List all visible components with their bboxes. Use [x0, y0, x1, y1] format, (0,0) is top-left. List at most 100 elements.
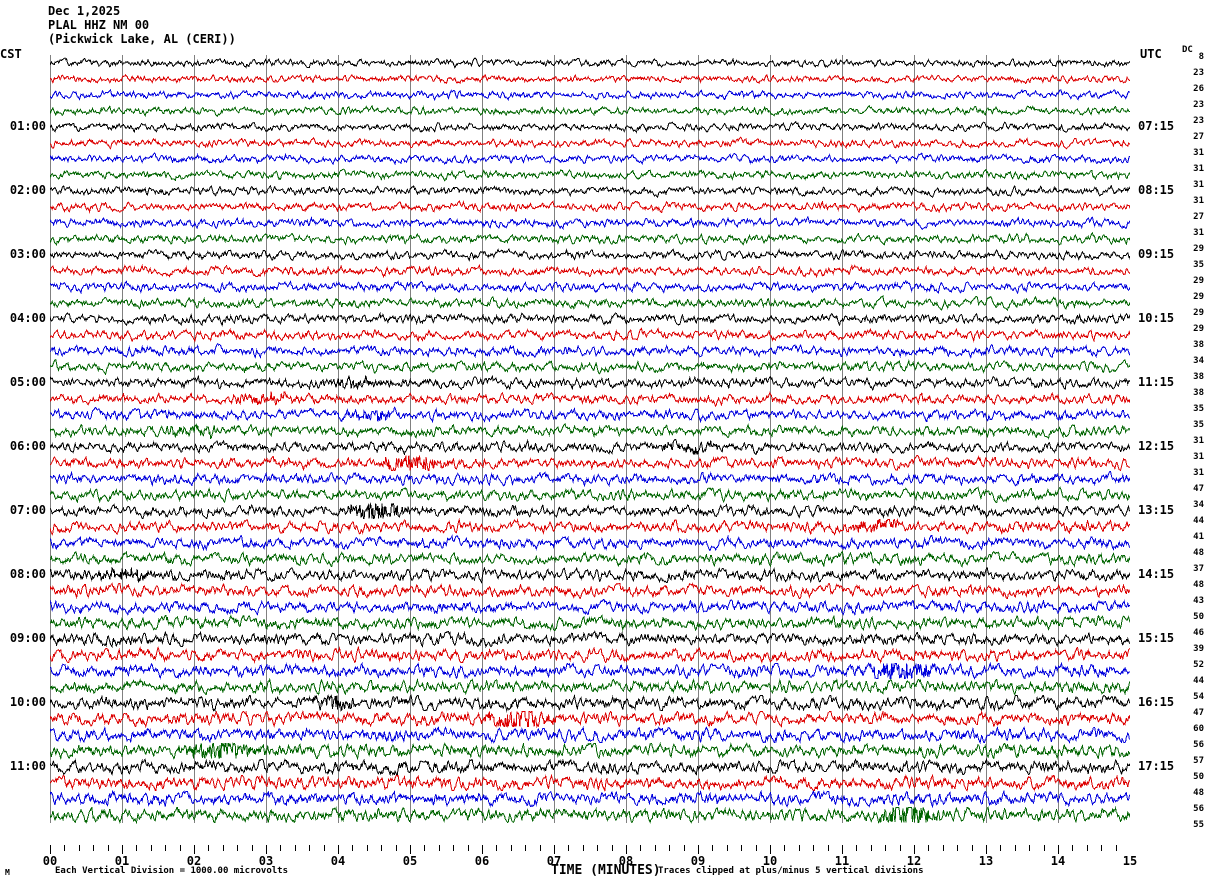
- cst-tick-label: 08:00: [9, 567, 46, 581]
- dc-value: 54: [1193, 692, 1204, 702]
- dc-value: 34: [1193, 356, 1204, 366]
- x-tick-label: 00: [42, 854, 58, 868]
- seismic-trace: [50, 73, 1130, 85]
- seismic-trace: [50, 517, 1130, 536]
- seismic-trace: [50, 120, 1130, 134]
- header-location: (Pickwick Lake, AL (CERI)): [48, 32, 236, 46]
- dc-value: 56: [1193, 740, 1204, 750]
- dc-value: 57: [1193, 756, 1204, 766]
- utc-tick-label: 11:15: [1138, 375, 1175, 389]
- cst-axis-label: CST: [0, 47, 22, 61]
- dc-value: 50: [1193, 612, 1204, 622]
- x-tick-label: 14: [1050, 854, 1066, 868]
- seismic-trace: [50, 136, 1130, 150]
- x-tick-label: 07: [546, 854, 562, 868]
- x-tick-label: 09: [690, 854, 706, 868]
- dc-value: 27: [1193, 132, 1204, 142]
- seismic-trace: [50, 486, 1130, 504]
- dc-value: 31: [1193, 148, 1204, 158]
- utc-tick-label: 12:15: [1138, 439, 1175, 453]
- dc-column-header: DC: [1182, 45, 1193, 55]
- dc-value: 31: [1193, 436, 1204, 446]
- seismic-trace: [50, 406, 1130, 424]
- cst-tick-label: 03:00: [9, 247, 46, 261]
- seismic-trace: [50, 342, 1130, 360]
- dc-value: 31: [1193, 228, 1204, 238]
- seismic-trace: [50, 742, 1130, 761]
- seismic-trace: [50, 757, 1130, 777]
- seismic-trace: [50, 455, 1130, 472]
- x-tick-label: 05: [402, 854, 418, 868]
- seismogram-plot[interactable]: [50, 55, 1130, 845]
- cst-tick-label: 06:00: [9, 439, 46, 453]
- dc-value: 29: [1193, 308, 1204, 318]
- seismic-trace: [50, 805, 1130, 825]
- seismic-trace: [50, 199, 1130, 214]
- dc-value: 35: [1193, 420, 1204, 430]
- dc-value: 29: [1193, 292, 1204, 302]
- dc-value: 31: [1193, 180, 1204, 190]
- seismic-trace: [50, 582, 1130, 600]
- scale-note: Each Vertical Division = 1000.00 microvo…: [55, 866, 288, 876]
- seismic-trace: [50, 311, 1130, 327]
- utc-tick-label: 10:15: [1138, 311, 1175, 325]
- seismic-trace: [50, 294, 1130, 311]
- seismic-trace: [50, 693, 1130, 713]
- dc-value: 52: [1193, 660, 1204, 670]
- cst-tick-label: 11:00: [9, 759, 46, 773]
- x-axis-title: TIME (MINUTES): [551, 863, 661, 878]
- dc-value: 31: [1193, 164, 1204, 174]
- dc-value: 55: [1193, 820, 1204, 830]
- seismic-trace: [50, 661, 1130, 680]
- dc-value: 37: [1193, 564, 1204, 574]
- seismic-trace: [50, 534, 1130, 552]
- dc-value: 48: [1193, 548, 1204, 558]
- header-block: Dec 1,2025 PLAL HHZ NM 00 (Pickwick Lake…: [48, 4, 236, 46]
- seismic-trace: [50, 327, 1130, 343]
- seismic-trace: [50, 168, 1130, 182]
- utc-tick-label: 08:15: [1138, 183, 1175, 197]
- clip-note: Traces clipped at plus/minus 5 vertical …: [658, 866, 924, 876]
- dc-value: 46: [1193, 628, 1204, 638]
- dc-value: 23: [1193, 68, 1204, 78]
- dc-value: 38: [1193, 388, 1204, 398]
- utc-tick-label: 17:15: [1138, 759, 1175, 773]
- utc-tick-label: 13:15: [1138, 503, 1175, 517]
- seismic-trace: [50, 789, 1130, 809]
- dc-value: 35: [1193, 404, 1204, 414]
- seismic-trace: [50, 247, 1130, 262]
- seismic-trace: [50, 677, 1130, 696]
- x-tick-label: 03: [258, 854, 274, 868]
- seismic-trace: [50, 422, 1130, 440]
- seismic-trace: [50, 359, 1130, 376]
- seismic-trace: [50, 773, 1130, 793]
- cst-tick-label: 09:00: [9, 631, 46, 645]
- utc-axis-label: UTC: [1140, 47, 1162, 61]
- corner-glyph: M: [5, 868, 10, 877]
- seismic-trace: [50, 263, 1130, 279]
- utc-tick-label: 14:15: [1138, 567, 1175, 581]
- seismic-trace: [50, 374, 1130, 392]
- cst-tick-label: 04:00: [9, 311, 46, 325]
- cst-tick-label: 07:00: [9, 503, 46, 517]
- seismic-trace: [50, 152, 1130, 166]
- dc-value: 48: [1193, 788, 1204, 798]
- dc-value: 48: [1193, 580, 1204, 590]
- seismic-trace: [50, 566, 1130, 584]
- dc-value: 44: [1193, 516, 1204, 526]
- dc-value: 41: [1193, 532, 1204, 542]
- seismic-trace: [50, 391, 1130, 408]
- dc-value: 27: [1193, 212, 1204, 222]
- x-tick-label: 01: [114, 854, 130, 868]
- dc-value: 43: [1193, 596, 1204, 606]
- seismic-trace: [50, 231, 1130, 246]
- seismic-trace: [50, 630, 1130, 648]
- dc-value: 60: [1193, 724, 1204, 734]
- seismic-trace: [50, 88, 1130, 102]
- dc-value: 38: [1193, 372, 1204, 382]
- dc-value: 29: [1193, 276, 1204, 286]
- seismic-trace: [50, 502, 1130, 520]
- seismic-trace: [50, 438, 1130, 456]
- x-tick-label: 11: [834, 854, 850, 868]
- dc-value-column: 8 23 26 23 23 27 31 31 31 31 27 31 29 35 29 29 29 29 38 34 3…: [1178, 52, 1206, 845]
